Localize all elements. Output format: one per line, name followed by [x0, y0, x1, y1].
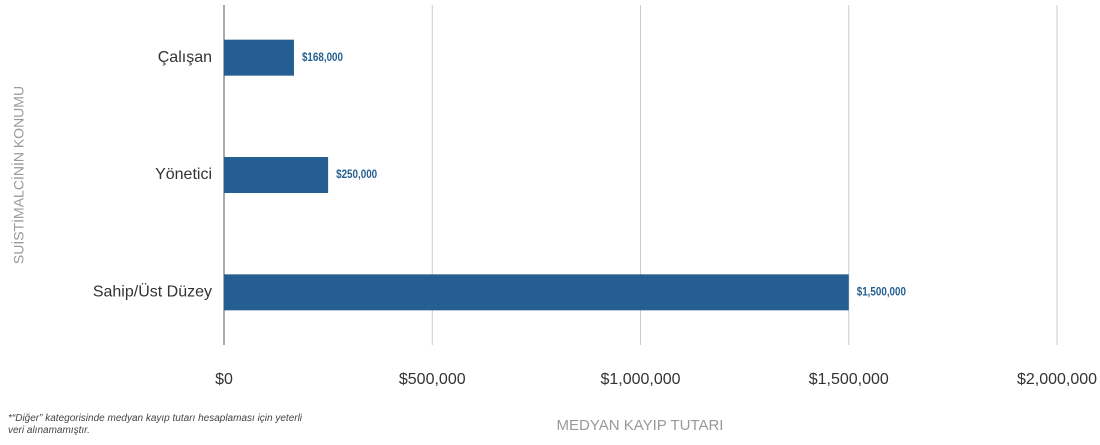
x-tick-label: $0 — [215, 371, 233, 388]
y-tick-label: Sahip/Üst Düzey — [93, 283, 212, 301]
bar — [224, 39, 294, 76]
x-tick-label: $500,000 — [399, 371, 466, 388]
x-tick-label: $1,500,000 — [809, 371, 889, 388]
data-label: $250,000 — [336, 168, 377, 181]
footnote: *“Diğer” kategorisinde medyan kayıp tuta… — [8, 413, 303, 436]
y-tick-label: Yönetici — [155, 166, 212, 183]
x-tick-label: $2,000,000 — [1017, 371, 1097, 388]
x-tick-label: $1,000,000 — [600, 371, 680, 388]
data-label: $1,500,000 — [857, 286, 906, 299]
y-tick-label: Çalışan — [158, 49, 212, 66]
y-axis-title: SUİSTİMALCİNİN KONUMU — [10, 86, 27, 264]
x-axis-title: MEDYAN KAYIP TUTARI — [557, 417, 724, 434]
data-label: $168,000 — [302, 51, 343, 64]
bar — [224, 274, 849, 311]
bar — [224, 157, 329, 193]
